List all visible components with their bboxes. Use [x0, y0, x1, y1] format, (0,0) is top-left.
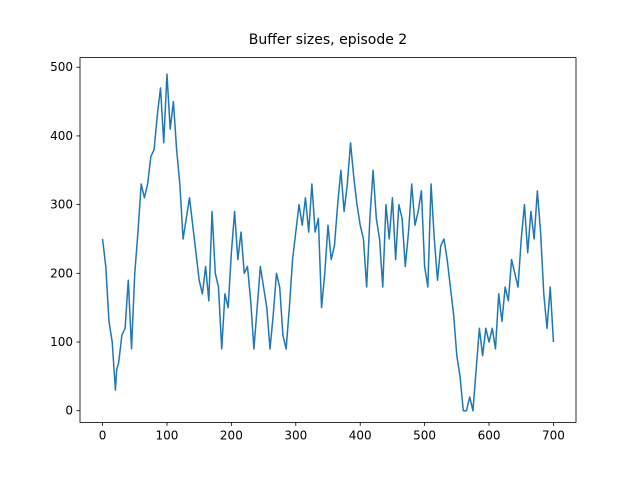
x-tick-label: 700	[542, 428, 565, 442]
y-tick-label: 0	[65, 404, 73, 418]
x-tick-label: 0	[99, 428, 107, 442]
y-tick-label: 300	[50, 198, 73, 212]
data-line	[101, 73, 555, 412]
plot-frame	[79, 57, 577, 423]
x-tick-label: 600	[478, 428, 501, 442]
x-tick-label: 400	[349, 428, 372, 442]
x-tick-label: 100	[156, 428, 179, 442]
x-tick-label: 200	[220, 428, 243, 442]
x-tick-label: 300	[284, 428, 307, 442]
chart-title: Buffer sizes, episode 2	[249, 32, 407, 48]
y-tick-label: 200	[50, 266, 73, 280]
y-tick-label: 400	[50, 129, 73, 143]
y-tick-label: 100	[50, 335, 73, 349]
x-tick-label: 500	[413, 428, 436, 442]
y-tick-label: 500	[50, 60, 73, 74]
